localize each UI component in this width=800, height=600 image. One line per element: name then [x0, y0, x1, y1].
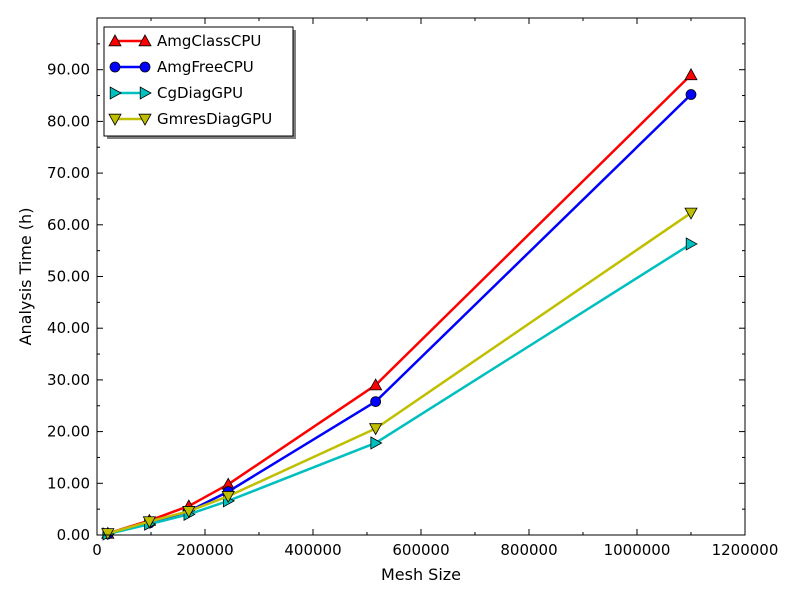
legend-label: AmgClassCPU: [157, 32, 261, 50]
data-point: [142, 516, 157, 529]
y-tick-label: 80.00: [47, 112, 90, 130]
x-tick-label: 1200000: [712, 541, 779, 559]
y-axis-label: Analysis Time (h): [16, 208, 35, 346]
x-tick-label: 1000000: [604, 541, 671, 559]
legend-marker: [109, 61, 121, 73]
y-tick-label: 0.00: [57, 526, 90, 544]
legend-entry-cgdiaggpu: CgDiagGPU: [109, 84, 243, 102]
data-point: [684, 68, 698, 81]
legend-marker: [138, 113, 152, 126]
y-tick-label: 10.00: [47, 474, 90, 492]
y-tick-label: 20.00: [47, 423, 90, 441]
x-tick-label: 600000: [392, 541, 449, 559]
data-point: [684, 207, 698, 220]
legend-marker: [109, 86, 122, 100]
x-axis-label: Mesh Size: [381, 565, 461, 584]
y-tick-label: 40.00: [47, 319, 90, 337]
y-tick-label: 30.00: [47, 371, 90, 389]
x-tick-label: 0: [92, 541, 102, 559]
data-point: [685, 89, 697, 100]
legend-entry-gmresdiaggpu: GmresDiagGPU: [108, 110, 272, 128]
data-point: [101, 528, 115, 541]
x-tick-label: 400000: [284, 541, 341, 559]
legend-marker: [138, 34, 152, 47]
ticks-layer: 0 200000 400000 600000 800000 1000000 1200000 0…: [47, 18, 778, 559]
series-line: [107, 242, 692, 536]
legend-label: CgDiagGPU: [157, 84, 243, 102]
data-point: [182, 506, 196, 519]
series-gmresdiaggpu: [101, 207, 698, 541]
legend-label: GmresDiagGPU: [157, 110, 272, 128]
legend-marker: [108, 34, 122, 47]
legend-marker: [108, 113, 122, 126]
data-point: [221, 491, 235, 504]
series-line: [107, 211, 692, 535]
legend-entry-amgfreecpu: AmgFreeCPU: [109, 58, 254, 76]
x-tick-label: 800000: [500, 541, 557, 559]
y-tick-label: 70.00: [47, 164, 90, 182]
y-tick-label: 50.00: [47, 268, 90, 286]
data-point: [370, 436, 383, 450]
legend-label: AmgFreeCPU: [157, 58, 254, 76]
data-point: [368, 378, 383, 391]
legend: AmgClassCPU AmgFreeCPU CgDiagGPU GmresDiagG…: [103, 26, 296, 139]
data-point: [368, 423, 383, 436]
data-point: [685, 237, 698, 251]
legend-marker: [139, 61, 151, 73]
x-tick-label: 200000: [176, 541, 233, 559]
data-point: [370, 396, 382, 408]
y-tick-label: 60.00: [47, 216, 90, 234]
legend-entry-amgclasscpu: AmgClassCPU: [108, 32, 261, 50]
y-tick-label: 90.00: [47, 61, 90, 79]
legend-marker: [139, 86, 152, 100]
series-layer: [101, 68, 698, 541]
